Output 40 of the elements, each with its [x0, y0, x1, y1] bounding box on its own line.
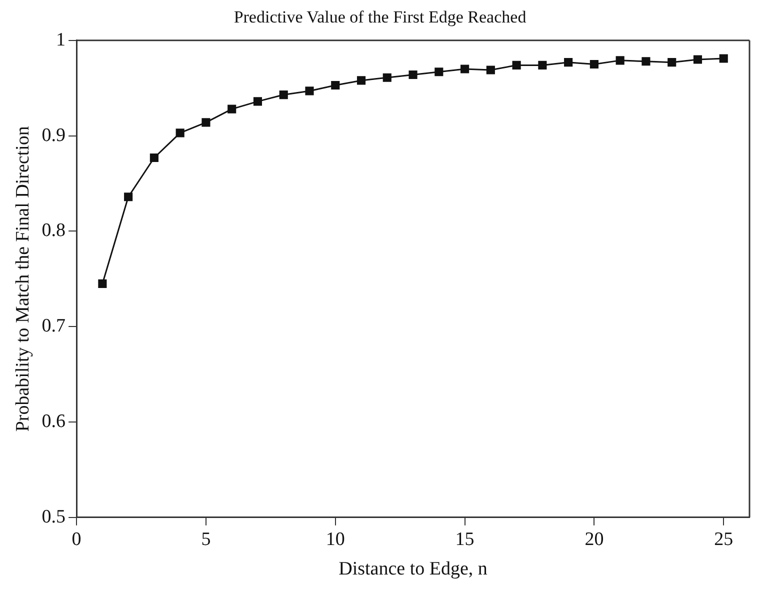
- x-tick-label: 10: [326, 528, 345, 550]
- point: [538, 60, 547, 70]
- point: [98, 279, 107, 288]
- x-tick-label: 5: [201, 528, 211, 550]
- x-tick-label: 25: [714, 528, 734, 550]
- point: [434, 68, 444, 76]
- point: [408, 70, 418, 80]
- chart-title: Predictive Value of the First Edge Reached: [234, 8, 527, 27]
- y-tick-label: 0.5: [42, 506, 66, 528]
- point: [253, 97, 262, 106]
- y-tick-label: 0.8: [42, 220, 66, 242]
- point: [616, 56, 624, 65]
- y-tick-label: 0.6: [42, 410, 66, 432]
- point: [590, 60, 598, 69]
- point: [564, 58, 573, 67]
- point: [279, 90, 288, 100]
- x-tick-label: 0: [72, 528, 82, 550]
- point: [486, 66, 495, 74]
- x-tick-label: 15: [455, 528, 474, 550]
- point: [176, 128, 184, 138]
- y-axis-title: Probability to Match the Final Direction: [12, 126, 34, 432]
- point: [719, 54, 728, 63]
- point: [356, 76, 366, 85]
- y-tick-label: 0.9: [42, 124, 66, 146]
- point: [460, 64, 470, 74]
- point: [305, 86, 314, 96]
- point: [668, 58, 676, 67]
- y-tick-label: 0.7: [42, 316, 66, 337]
- point: [202, 118, 210, 127]
- point: [228, 104, 236, 114]
- point: [693, 55, 702, 64]
- x-axis-title: Distance to Edge, n: [338, 558, 488, 580]
- x-tick-label: 20: [584, 528, 604, 550]
- point: [331, 80, 340, 90]
- point: [124, 192, 133, 202]
- point: [512, 60, 521, 70]
- point: [382, 73, 392, 82]
- point: [150, 153, 158, 162]
- y-tick-label: 1: [56, 29, 66, 50]
- point: [642, 57, 650, 66]
